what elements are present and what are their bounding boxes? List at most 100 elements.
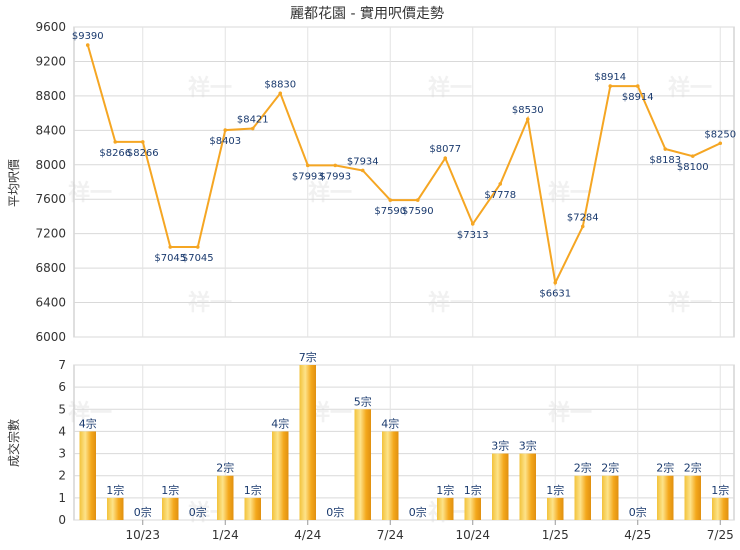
price-chart-frame xyxy=(73,26,735,338)
watermark-text: 祥一 xyxy=(188,75,232,101)
price-point xyxy=(525,117,530,121)
price-data-label: $7045 xyxy=(154,253,186,264)
count-bar xyxy=(79,431,96,520)
price-y-tick-label: 7200 xyxy=(35,227,66,241)
price-y-tick-label: 6800 xyxy=(35,261,66,275)
count-data-label: 2宗 xyxy=(216,461,234,475)
price-point xyxy=(608,84,613,88)
price-point xyxy=(85,43,90,47)
price-data-label: $7284 xyxy=(567,212,599,223)
count-data-label: 2宗 xyxy=(656,461,674,475)
price-point xyxy=(168,245,173,249)
watermark-text: 祥一 xyxy=(68,180,112,206)
count-data-label: 0宗 xyxy=(326,505,344,519)
count-bar xyxy=(437,497,454,520)
price-data-label: $8183 xyxy=(649,155,681,166)
count-y-axis: 0 1 2 3 4 5 6 7 xyxy=(58,358,66,527)
price-point xyxy=(415,198,420,202)
x-tick-label: 4/25 xyxy=(624,528,651,542)
price-data-label: $7934 xyxy=(347,156,379,167)
count-bar xyxy=(272,431,289,520)
count-bars xyxy=(79,365,729,520)
count-data-label: 0宗 xyxy=(189,505,207,519)
price-grid xyxy=(74,26,734,338)
price-point xyxy=(140,140,145,144)
price-data-label: $8530 xyxy=(512,105,544,116)
count-bar xyxy=(217,475,234,520)
count-y-tick-label: 0 xyxy=(58,513,66,527)
price-data-label: $7993 xyxy=(319,171,351,182)
price-y-tick-label: 8400 xyxy=(35,123,66,137)
count-bar xyxy=(244,497,261,520)
count-data-label: 0宗 xyxy=(134,505,152,519)
price-point xyxy=(580,224,585,229)
price-point xyxy=(443,156,448,160)
count-data-label: 3宗 xyxy=(519,439,537,453)
chart-title: 麗都花園 - 實用呎價走勢 xyxy=(290,5,444,22)
count-bar xyxy=(492,453,509,520)
price-point xyxy=(388,198,393,202)
count-y-tick-label: 2 xyxy=(58,469,66,483)
price-y-tick-label: 6400 xyxy=(35,296,66,310)
count-y-axis-label: 成交宗數 xyxy=(6,419,21,467)
price-y-tick-label: 8000 xyxy=(35,158,66,172)
price-point xyxy=(333,163,338,168)
count-bar xyxy=(602,475,619,520)
count-data-label: 5宗 xyxy=(354,394,372,408)
x-tick-label: 1/24 xyxy=(212,528,239,542)
count-data-label: 0宗 xyxy=(629,505,647,519)
count-data-label: 2宗 xyxy=(601,461,619,475)
count-bar xyxy=(519,453,536,520)
price-data-label: $7778 xyxy=(484,190,516,201)
price-y-axis: 6000 6400 6800 7200 7600 8000 8400 8800 9200 9600 xyxy=(35,20,66,344)
x-tick-label: 4/24 xyxy=(294,528,321,542)
count-data-label: 0宗 xyxy=(409,505,427,519)
price-data-labels: $9390 $8266$8266 $7045$7045 $8403 $8421 $8830… xyxy=(72,31,736,300)
count-data-label: 1宗 xyxy=(546,483,564,497)
price-data-label: $8250 xyxy=(704,129,736,140)
count-chart-panel: 0 1 2 3 4 5 6 7 4宗 1宗 0宗 1宗 0宗 2宗 1宗 4宗 7宗 0宗 5宗 4宗 0宗 1宗 1宗 3… xyxy=(6,350,735,542)
count-bar xyxy=(574,475,591,520)
count-y-tick-label: 7 xyxy=(58,358,66,372)
price-data-label: $7313 xyxy=(457,230,489,241)
count-data-label: 1宗 xyxy=(244,483,262,497)
price-y-tick-label: 9600 xyxy=(35,20,66,34)
x-axis: 10/23 1/24 4/24 7/24 10/24 1/25 4/25 7/25 xyxy=(125,520,734,542)
count-data-label: 1宗 xyxy=(711,483,729,497)
price-y-axis-label: 平均呎價 xyxy=(7,159,21,207)
price-point xyxy=(718,141,723,146)
price-point xyxy=(195,245,200,249)
count-bar xyxy=(107,497,124,520)
price-y-tick-label: 9200 xyxy=(35,54,66,68)
watermark-text: 祥一 xyxy=(68,400,112,426)
count-data-label: 4宗 xyxy=(79,416,97,430)
price-data-label: $6631 xyxy=(539,289,571,300)
count-data-label: 1宗 xyxy=(464,483,482,497)
x-tick-label: 10/23 xyxy=(125,528,160,542)
x-tick-label: 10/24 xyxy=(455,528,490,542)
count-bar xyxy=(382,431,399,520)
watermark-text: 祥一 xyxy=(548,180,592,206)
count-y-tick-label: 1 xyxy=(58,491,66,505)
price-point xyxy=(553,280,558,285)
count-y-tick-label: 4 xyxy=(58,424,66,438)
watermark-text: 祥一 xyxy=(428,75,472,101)
count-bar xyxy=(657,475,674,520)
price-point xyxy=(498,182,503,186)
count-data-label: 2宗 xyxy=(684,461,702,475)
price-data-label: $8077 xyxy=(429,144,461,155)
price-data-label: $8914 xyxy=(622,92,654,103)
price-point xyxy=(690,154,695,158)
price-point xyxy=(663,147,668,151)
count-data-label: 1宗 xyxy=(161,483,179,497)
count-bar xyxy=(712,497,729,520)
price-y-tick-label: 7600 xyxy=(35,192,66,206)
count-y-tick-label: 5 xyxy=(58,402,66,416)
price-point xyxy=(470,222,475,226)
price-data-label: $7993 xyxy=(292,171,324,182)
count-y-tick-label: 3 xyxy=(58,447,66,461)
price-data-label: $8266 xyxy=(99,148,131,159)
price-data-label: $8421 xyxy=(237,115,269,126)
price-point xyxy=(635,84,640,88)
count-data-label: 7宗 xyxy=(299,350,317,364)
